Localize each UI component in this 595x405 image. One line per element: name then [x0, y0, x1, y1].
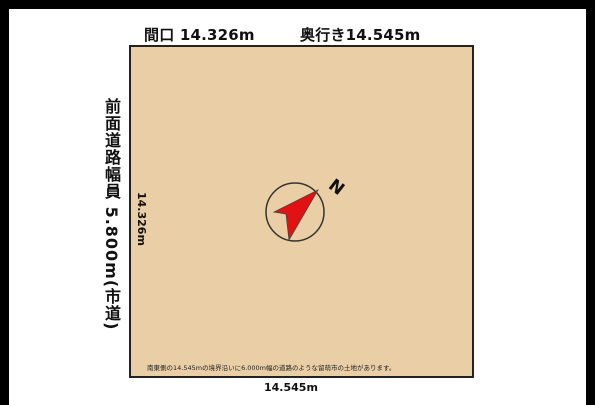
bottom-side-dimension: 14.545m — [264, 381, 318, 394]
road-width-label: 前面道路幅員 5.800m(市道) — [102, 98, 121, 331]
frontage-label: 間口 14.326m — [144, 26, 255, 44]
north-arrow-icon: N — [265, 175, 348, 242]
north-label: N — [324, 175, 348, 200]
left-side-dimension: 14.326m — [135, 192, 148, 246]
boundary-note: 南東側の14.545mの境界沿いに6.000m幅の道路のような留萌市の土地があり… — [147, 364, 396, 372]
depth-label: 奥行き14.545m — [300, 26, 421, 44]
